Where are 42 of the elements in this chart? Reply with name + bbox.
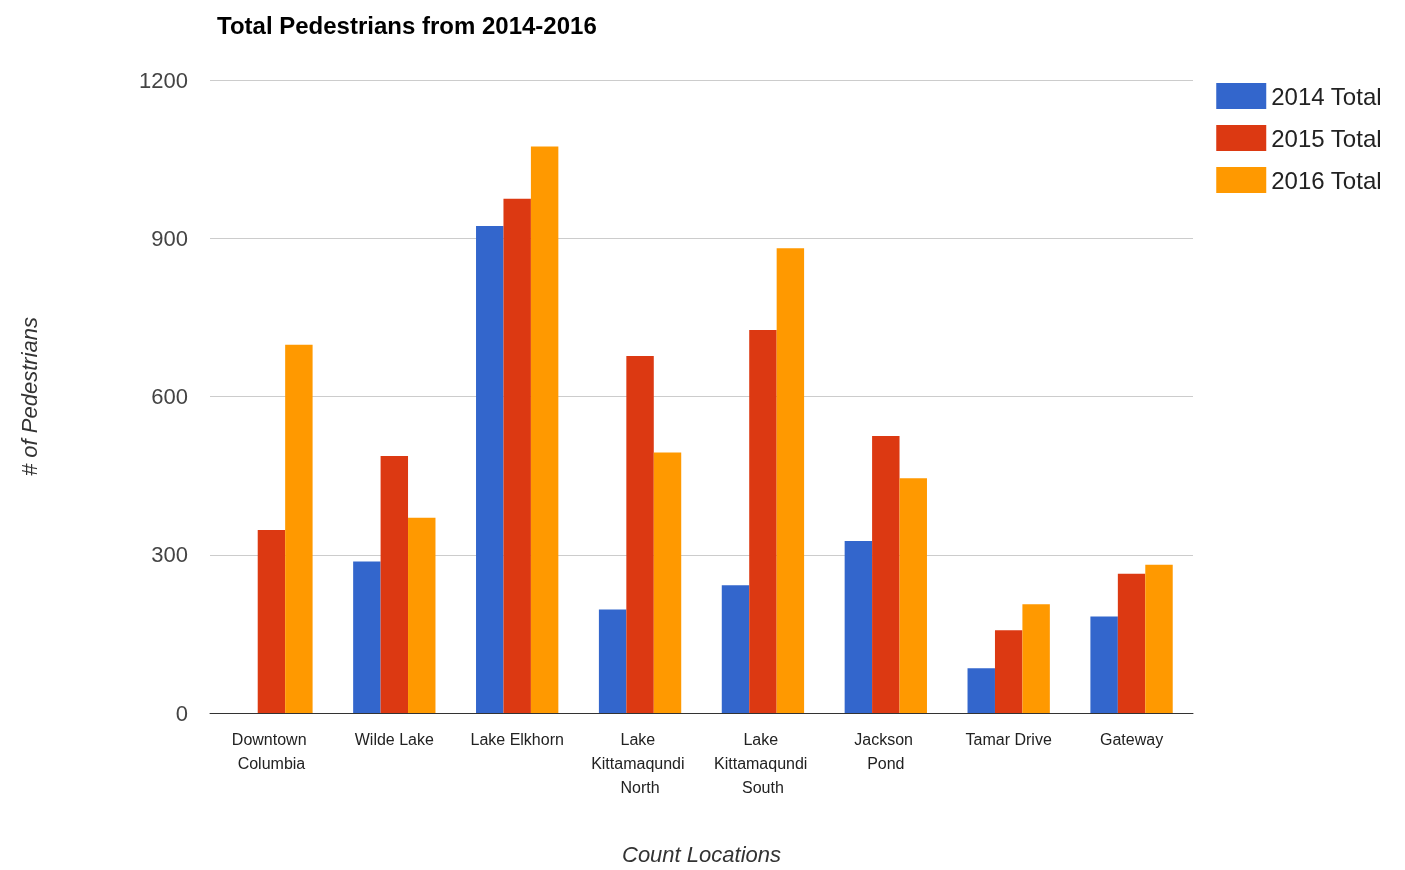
x-tick-label: Tamar Drive <box>965 730 1052 748</box>
x-tick-label: Gateway <box>1099 730 1164 748</box>
bar <box>380 456 409 713</box>
bar <box>598 609 627 713</box>
bar <box>1117 573 1146 713</box>
x-tick-label: Jackson Pond <box>854 730 918 772</box>
bar <box>626 355 654 713</box>
bar <box>721 585 750 713</box>
y-tick-label: 300 <box>151 542 188 568</box>
bar <box>872 436 900 713</box>
bar <box>353 561 381 713</box>
bar <box>285 344 313 713</box>
legend-label: 2014 Total <box>1271 82 1382 110</box>
bar <box>503 198 531 713</box>
bar <box>530 146 559 713</box>
y-tick-label: 600 <box>151 384 188 409</box>
y-tick-label: 0 <box>175 700 188 726</box>
x-tick-label: Lake Kittamaqundi North <box>591 730 689 796</box>
y-tick-label: 1200 <box>139 67 188 93</box>
bar <box>257 529 286 713</box>
x-axis-title: Count Locations <box>622 841 781 867</box>
bar <box>408 517 436 713</box>
bar <box>749 330 777 713</box>
legend-label: 2015 Total <box>1271 124 1382 152</box>
x-tick-label: Lake Kittamaqundi South <box>714 730 812 796</box>
x-tick-label: Wilde Lake <box>354 730 434 748</box>
bar <box>1145 564 1173 713</box>
legend-label: 2016 Total <box>1271 166 1382 194</box>
bar <box>653 452 682 713</box>
y-tick-label: 900 <box>151 225 188 251</box>
x-tick-label: Lake Elkhorn <box>470 730 564 748</box>
bar <box>844 541 873 713</box>
bar <box>1022 604 1050 713</box>
bar <box>967 668 995 713</box>
bar <box>476 226 504 713</box>
x-tick-label: Downtown Columbia <box>231 730 312 772</box>
bar <box>776 248 805 713</box>
bar <box>994 630 1023 713</box>
bar <box>1090 616 1118 713</box>
y-axis-title: # of Pedestrians <box>16 317 42 476</box>
bar <box>899 478 927 713</box>
chart-title: Total Pedestrians from 2014-2016 <box>217 11 597 39</box>
